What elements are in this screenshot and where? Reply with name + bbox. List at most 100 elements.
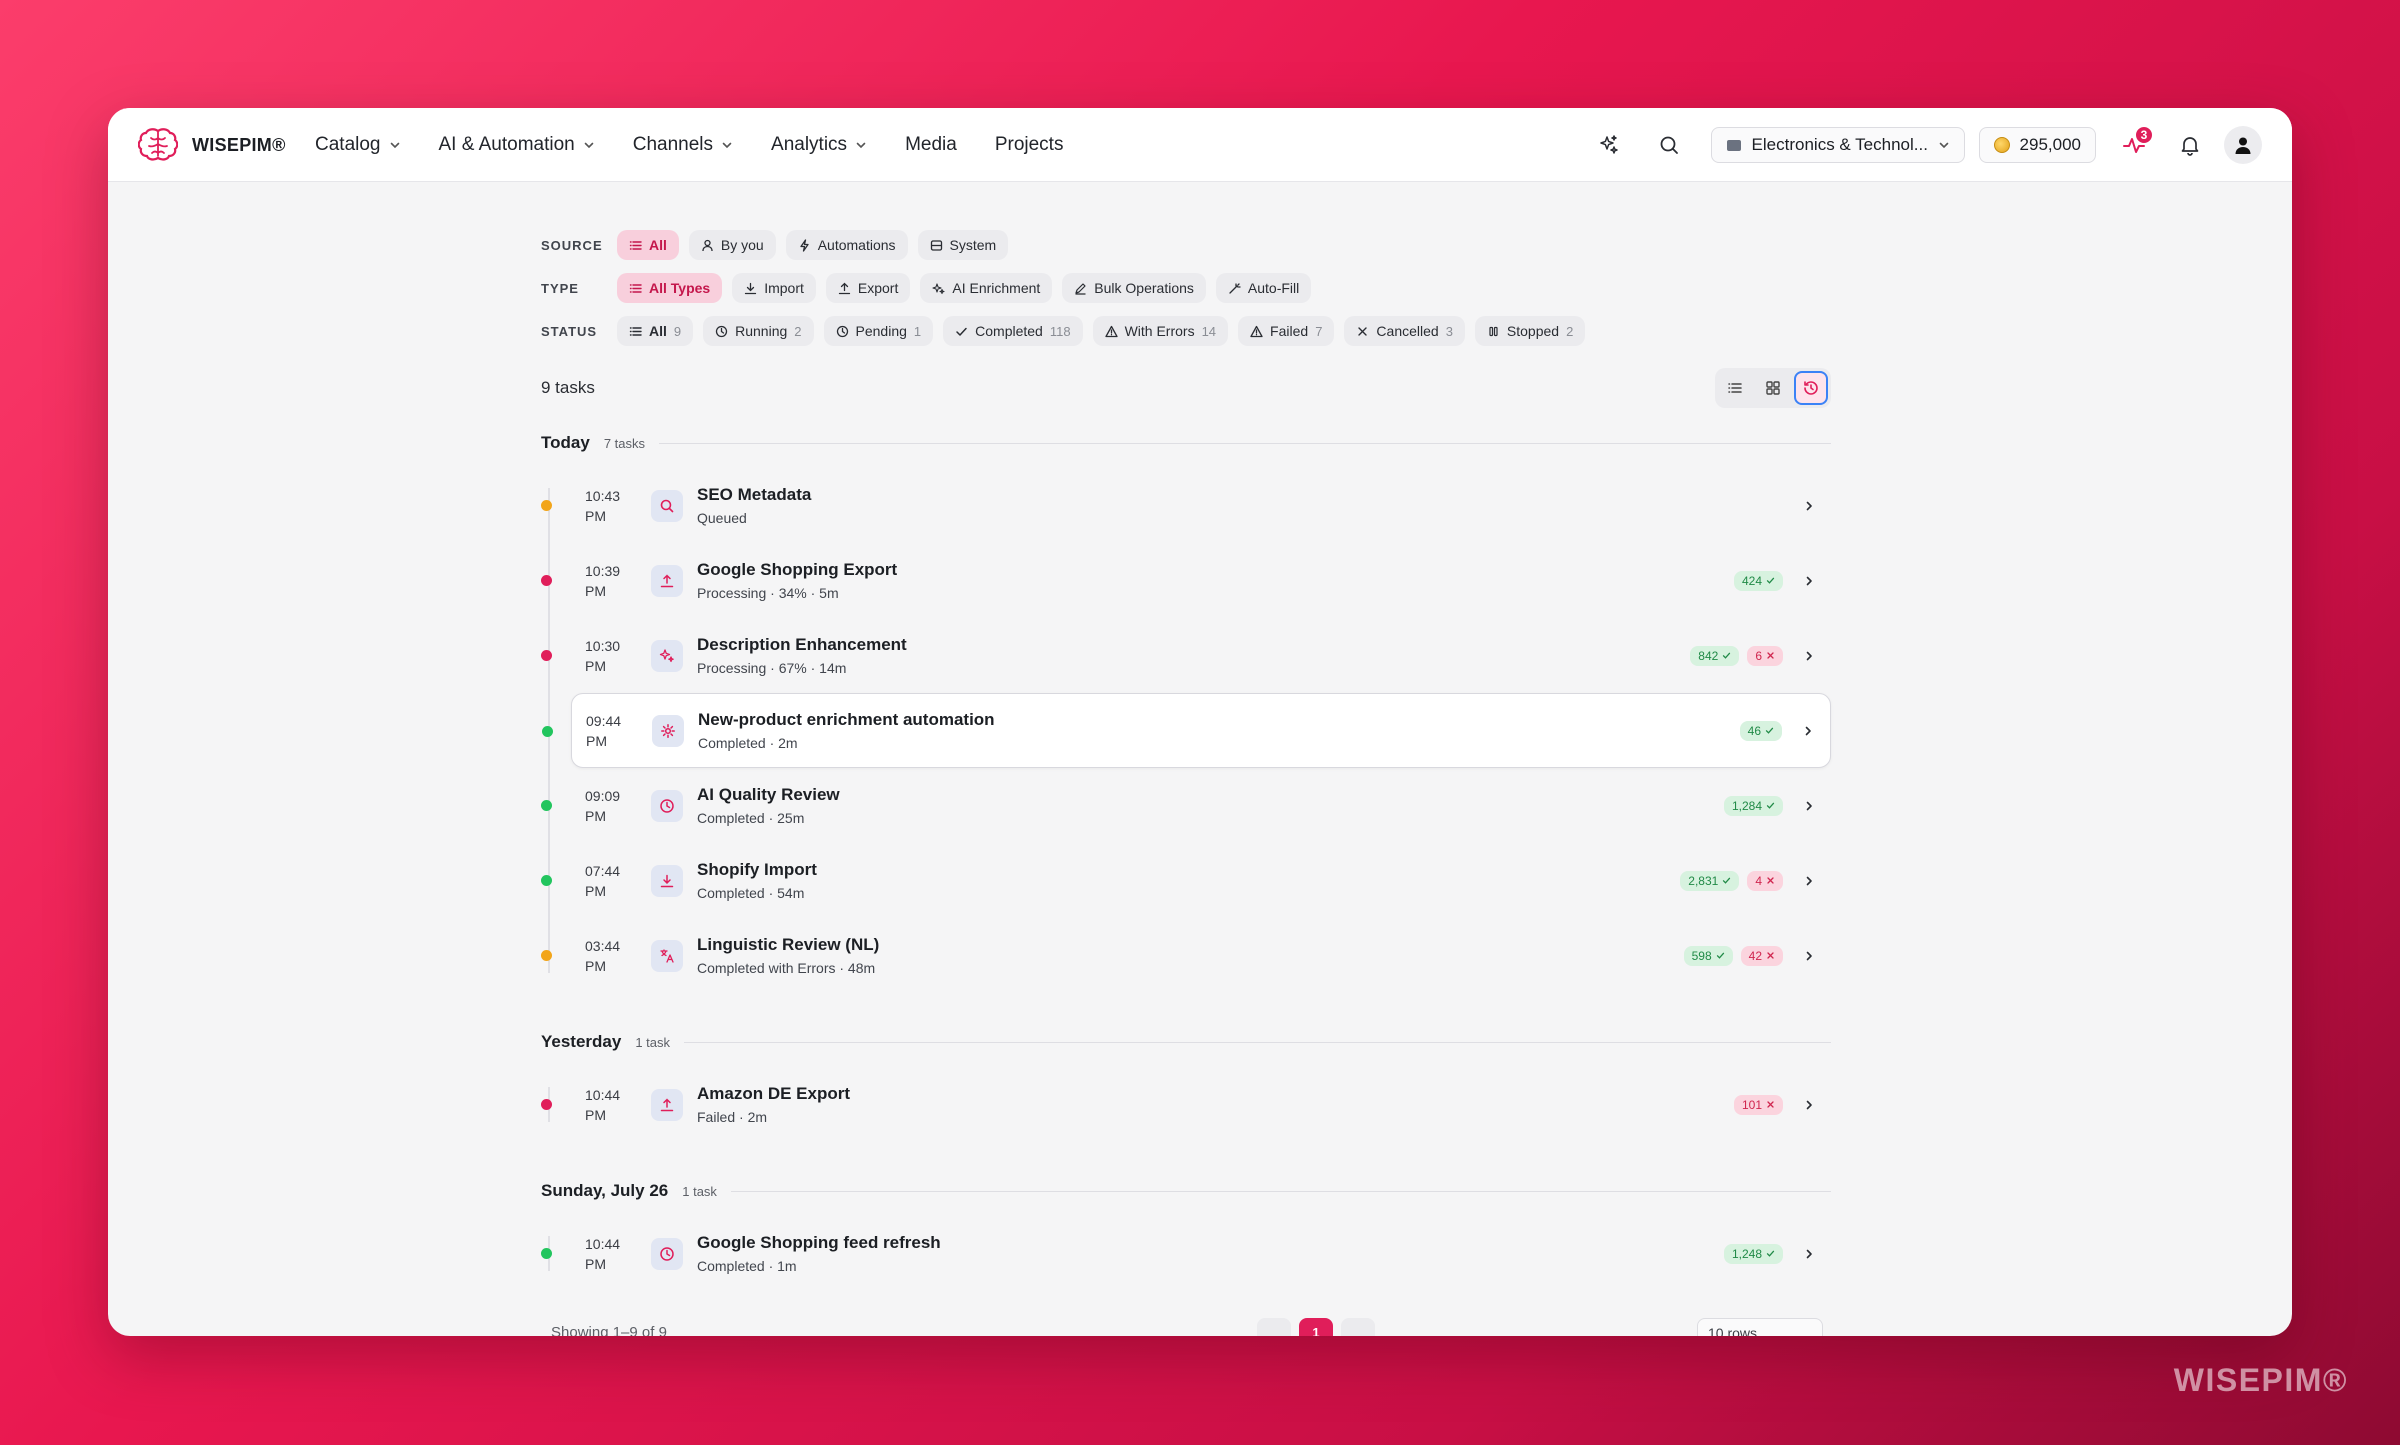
task-time-ampm: PM [585, 957, 606, 974]
type-chip-import[interactable]: Import [732, 273, 816, 303]
task-row[interactable]: 10:39 PM Google Shopping Export Processing … [541, 543, 1831, 618]
open-task-button[interactable] [1799, 496, 1819, 516]
x-icon [1767, 952, 1774, 959]
task-group: Yesterday 1 task 10:44 PM Amazon DE Export Fa… [541, 1027, 1831, 1142]
chip-count: 118 [1049, 323, 1071, 339]
nav-projects[interactable]: Projects [995, 134, 1064, 156]
status-chip-with-errors[interactable]: With Errors 14 [1092, 316, 1229, 346]
status-chip-completed[interactable]: Completed 118 [943, 316, 1083, 346]
source-chip-system[interactable]: System [917, 230, 1009, 260]
task-time: 10:43 PM [571, 486, 637, 526]
task-row[interactable]: 10:44 PM Amazon DE Export Failed · 2m 101 [541, 1067, 1831, 1142]
type-chip-ai-enrichment[interactable]: AI Enrichment [920, 273, 1053, 303]
type-chip-bulk-operations[interactable]: Bulk Operations [1062, 273, 1206, 303]
task-text: Google Shopping feed refresh Completed · … [697, 1233, 1724, 1274]
task-row[interactable]: 03:44 PM Linguistic Review (NL) Completed w… [541, 918, 1831, 993]
success-count-badge: 2,831 [1680, 870, 1740, 891]
nav-media[interactable]: Media [905, 134, 957, 156]
success-count: 1,248 [1731, 1246, 1762, 1261]
open-task-button[interactable] [1799, 1095, 1819, 1115]
open-task-button[interactable] [1799, 946, 1819, 966]
task-row[interactable]: 10:43 PM SEO Metadata Queued [541, 468, 1831, 543]
nav-analytics-label: Analytics [771, 134, 848, 155]
timeline-view-button[interactable] [1794, 371, 1828, 405]
task-time: 10:30 PM [571, 636, 637, 676]
task-status-text: Completed with Errors · 48m [697, 960, 876, 976]
task-result-badges: 1,284 [1723, 795, 1783, 816]
task-result-badges: 2,831 4 [1680, 870, 1783, 891]
task-row[interactable]: 09:09 PM AI Quality Review Completed · 25m 1… [541, 768, 1831, 843]
task-time-hm: 03:44 [585, 937, 621, 954]
page-1-button[interactable]: 1 [1299, 1318, 1333, 1336]
task-time-hm: 09:44 [586, 712, 622, 729]
chip-count: 2 [1566, 323, 1574, 339]
grid-view-button[interactable] [1756, 371, 1790, 405]
workspace-label: Electronics & Technol... [1751, 135, 1928, 154]
list-icon [629, 326, 642, 336]
type-chip-auto-fill[interactable]: Auto-Fill [1215, 273, 1312, 303]
status-dot [541, 1099, 552, 1110]
group-title: Yesterday [541, 1032, 622, 1051]
rows-per-page-select[interactable]: 10 rows [1697, 1318, 1823, 1336]
task-text: Google Shopping Export Processing · 34% ·… [697, 560, 1734, 601]
brand[interactable]: WISEPIM® [138, 126, 286, 164]
task-row[interactable]: 10:44 PM Google Shopping feed refresh Compl… [541, 1216, 1831, 1291]
search-button[interactable] [1649, 125, 1689, 165]
main-nav: Catalog AI & Automation Channels Analyti… [315, 108, 1101, 182]
bell-icon [2181, 137, 2199, 156]
chevron-down-icon [722, 142, 732, 149]
task-row[interactable]: 09:44 PM New-product enrichment automation… [542, 693, 1831, 768]
open-task-button[interactable] [1799, 571, 1819, 591]
group-title: Sunday, July 26 [541, 1181, 669, 1200]
task-row[interactable]: 07:44 PM Shopify Import Completed · 54m 2,83… [541, 843, 1831, 918]
ai-sparkle-button[interactable] [1589, 125, 1629, 165]
open-task-button[interactable] [1799, 796, 1819, 816]
notifications-button[interactable] [2170, 125, 2210, 165]
status-chip-failed[interactable]: Failed 7 [1238, 316, 1335, 346]
chip-count: 14 [1201, 323, 1217, 339]
next-page-button[interactable] [1341, 1318, 1375, 1336]
nav-channels[interactable]: Channels [633, 134, 733, 156]
warning-icon [1104, 325, 1118, 337]
chip-label: By you [720, 237, 764, 253]
nav-ai-automation[interactable]: AI & Automation [439, 134, 595, 156]
task-result-badges: 598 42 [1683, 945, 1783, 966]
workspace-selector[interactable]: Electronics & Technol... [1710, 127, 1965, 163]
gear-icon [661, 723, 675, 738]
credits-value: 295,000 [2019, 135, 2081, 154]
status-chip-cancelled[interactable]: Cancelled 3 [1344, 316, 1465, 346]
prev-page-button[interactable] [1257, 1318, 1291, 1336]
activity-button[interactable]: 3 [2114, 125, 2154, 165]
status-chip-stopped[interactable]: Stopped 2 [1474, 316, 1586, 346]
task-time-ampm: PM [585, 657, 606, 674]
open-task-button[interactable] [1798, 721, 1818, 741]
chevron-right-icon [1806, 876, 1812, 885]
task-status-text: Completed · 54m [697, 885, 805, 901]
status-chip-pending[interactable]: Pending 1 [823, 316, 934, 346]
status-chip-running[interactable]: Running 2 [703, 316, 814, 346]
status-dot [541, 800, 552, 811]
list-view-button[interactable] [1718, 371, 1752, 405]
source-chip-by-you[interactable]: By you [688, 230, 776, 260]
task-row[interactable]: 10:30 PM Description Enhancement Processing… [541, 618, 1831, 693]
status-chip-all[interactable]: All 9 [617, 316, 694, 346]
task-timeline: 10:43 PM SEO Metadata Queued 10:39 PM Google S… [541, 468, 1831, 993]
clock-icon [660, 798, 674, 813]
source-chip-all[interactable]: All [617, 230, 679, 260]
open-task-button[interactable] [1799, 646, 1819, 666]
credits-balance[interactable]: 295,000 [1978, 127, 2096, 163]
chip-label: Auto-Fill [1247, 280, 1300, 296]
type-chip-export[interactable]: Export [825, 273, 911, 303]
open-task-button[interactable] [1799, 1244, 1819, 1264]
chip-label: System [949, 237, 997, 253]
type-chip-all-types[interactable]: All Types [617, 273, 723, 303]
x-icon [1767, 652, 1774, 659]
user-avatar[interactable] [2224, 126, 2262, 164]
check-icon [1716, 952, 1724, 959]
nav-analytics[interactable]: Analytics [771, 134, 867, 156]
source-chip-automations[interactable]: Automations [785, 230, 908, 260]
open-task-button[interactable] [1799, 871, 1819, 891]
wand-icon [1229, 282, 1241, 294]
task-text: AI Quality Review Completed · 25m [697, 785, 1724, 826]
nav-catalog[interactable]: Catalog [315, 134, 401, 156]
